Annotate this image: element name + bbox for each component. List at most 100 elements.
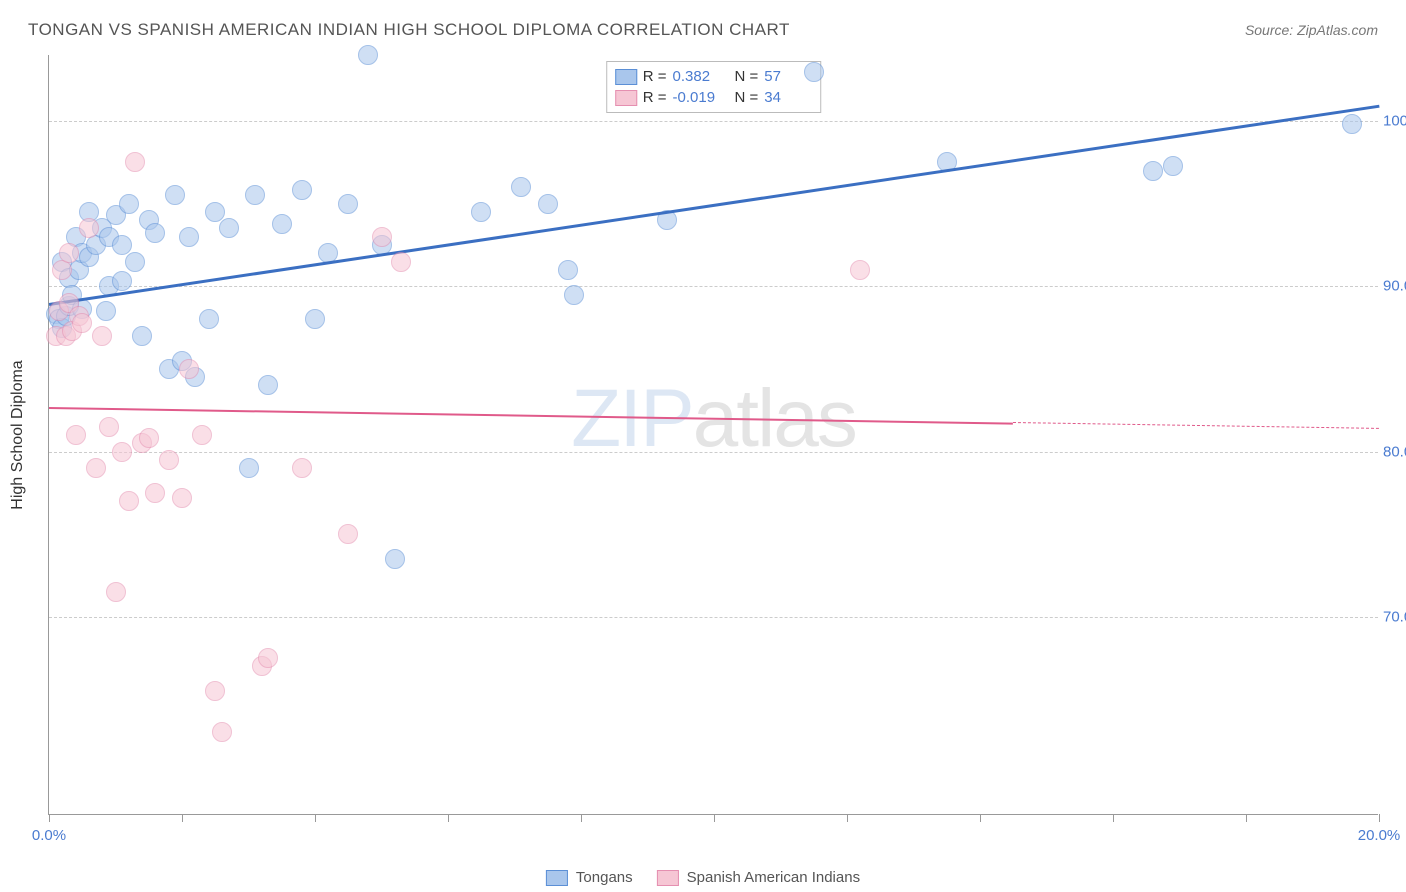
scatter-point	[132, 326, 152, 346]
scatter-point	[205, 681, 225, 701]
stats-r-val-0: 0.382	[673, 68, 729, 85]
scatter-point	[850, 260, 870, 280]
xtick	[980, 814, 981, 822]
scatter-point	[172, 488, 192, 508]
plot-area: ZIPatlas R = 0.382 N = 57 R = -0.019 N =…	[48, 55, 1378, 815]
scatter-point	[538, 194, 558, 214]
xtick	[714, 814, 715, 822]
xtick	[1246, 814, 1247, 822]
trend-line	[1013, 422, 1379, 429]
chart-area: High School Diploma ZIPatlas R = 0.382 N…	[48, 55, 1378, 815]
scatter-point	[99, 417, 119, 437]
scatter-point	[139, 428, 159, 448]
trend-line	[49, 407, 1013, 424]
scatter-point	[292, 180, 312, 200]
scatter-point	[192, 425, 212, 445]
gridline-h	[49, 617, 1378, 618]
stats-r-label-1: R =	[643, 89, 667, 106]
scatter-point	[305, 309, 325, 329]
trend-line	[49, 105, 1379, 306]
stats-n-label-1: N =	[735, 89, 759, 106]
gridline-h	[49, 286, 1378, 287]
scatter-point	[125, 252, 145, 272]
chart-title: TONGAN VS SPANISH AMERICAN INDIAN HIGH S…	[28, 20, 790, 40]
scatter-point	[358, 45, 378, 65]
scatter-point	[511, 177, 531, 197]
scatter-point	[96, 301, 116, 321]
stats-row-1: R = -0.019 N = 34	[615, 87, 813, 108]
scatter-point	[292, 458, 312, 478]
stats-swatch-1	[615, 90, 637, 106]
scatter-point	[159, 450, 179, 470]
xtick	[1113, 814, 1114, 822]
scatter-point	[212, 722, 232, 742]
scatter-point	[219, 218, 239, 238]
xtick	[315, 814, 316, 822]
scatter-point	[72, 313, 92, 333]
scatter-point	[471, 202, 491, 222]
stats-row-0: R = 0.382 N = 57	[615, 66, 813, 87]
legend-label-1: Spanish American Indians	[687, 869, 860, 886]
legend-item-0: Tongans	[546, 869, 633, 886]
scatter-point	[338, 194, 358, 214]
stats-n-label-0: N =	[735, 68, 759, 85]
scatter-point	[245, 185, 265, 205]
y-axis-label: High School Diploma	[9, 360, 27, 509]
scatter-point	[564, 285, 584, 305]
stats-n-val-1: 34	[764, 89, 812, 106]
ytick-label: 80.0%	[1383, 443, 1406, 460]
stats-box: R = 0.382 N = 57 R = -0.019 N = 34	[606, 61, 822, 113]
xtick	[847, 814, 848, 822]
xtick-label: 20.0%	[1358, 827, 1401, 844]
chart-container: TONGAN VS SPANISH AMERICAN INDIAN HIGH S…	[0, 0, 1406, 892]
scatter-point	[372, 227, 392, 247]
scatter-point	[199, 309, 219, 329]
scatter-point	[119, 194, 139, 214]
scatter-point	[125, 152, 145, 172]
gridline-h	[49, 452, 1378, 453]
scatter-point	[145, 223, 165, 243]
scatter-point	[179, 359, 199, 379]
xtick	[49, 814, 50, 822]
source-label: Source: ZipAtlas.com	[1245, 22, 1378, 38]
ytick-label: 70.0%	[1383, 608, 1406, 625]
scatter-point	[239, 458, 259, 478]
legend: Tongans Spanish American Indians	[546, 869, 860, 886]
scatter-point	[112, 271, 132, 291]
xtick	[182, 814, 183, 822]
stats-r-label-0: R =	[643, 68, 667, 85]
legend-swatch-1	[657, 870, 679, 886]
scatter-point	[112, 235, 132, 255]
scatter-point	[92, 326, 112, 346]
title-row: TONGAN VS SPANISH AMERICAN INDIAN HIGH S…	[28, 20, 1378, 40]
scatter-point	[1143, 161, 1163, 181]
scatter-point	[59, 243, 79, 263]
xtick	[581, 814, 582, 822]
ytick-label: 90.0%	[1383, 278, 1406, 295]
scatter-point	[258, 648, 278, 668]
scatter-point	[1163, 156, 1183, 176]
ytick-label: 100.0%	[1383, 113, 1406, 130]
scatter-point	[258, 375, 278, 395]
scatter-point	[66, 425, 86, 445]
xtick-label: 0.0%	[32, 827, 66, 844]
xtick	[448, 814, 449, 822]
scatter-point	[106, 582, 126, 602]
scatter-point	[79, 218, 99, 238]
scatter-point	[558, 260, 578, 280]
scatter-point	[145, 483, 165, 503]
scatter-point	[338, 524, 358, 544]
gridline-h	[49, 121, 1378, 122]
scatter-point	[112, 442, 132, 462]
scatter-point	[165, 185, 185, 205]
scatter-point	[179, 227, 199, 247]
stats-swatch-0	[615, 69, 637, 85]
stats-r-val-1: -0.019	[673, 89, 729, 106]
scatter-point	[1342, 114, 1362, 134]
scatter-point	[391, 252, 411, 272]
scatter-point	[272, 214, 292, 234]
scatter-point	[385, 549, 405, 569]
scatter-point	[86, 458, 106, 478]
legend-swatch-0	[546, 870, 568, 886]
legend-label-0: Tongans	[576, 869, 633, 886]
